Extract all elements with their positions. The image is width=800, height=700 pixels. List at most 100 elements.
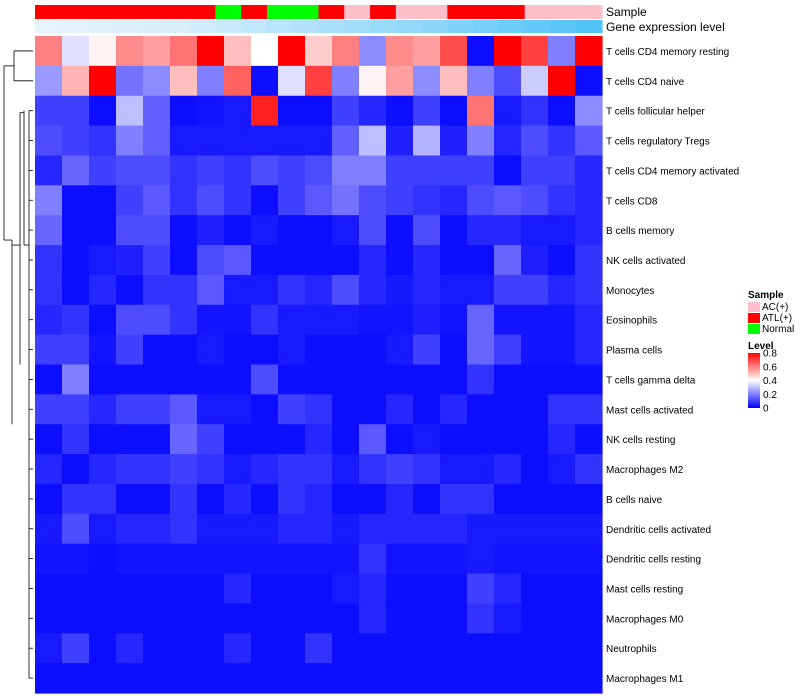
legend-sample-label: ATL(+) [762,313,792,324]
heatmap-cell [89,394,117,425]
heatmap-cell [224,125,252,157]
heatmap-cell [494,364,522,395]
heatmap-cell [170,364,198,395]
heatmap-cell [62,185,90,216]
heatmap-cell [224,633,252,664]
heatmap-cell [359,394,387,425]
heatmap-cell [332,424,360,455]
heatmap-cell [278,543,306,575]
row-label: Mast cells activated [606,405,693,416]
heatmap-cell [386,274,414,306]
heatmap-cell [332,155,360,186]
row-label: Dendritic cells resting [606,555,701,566]
heatmap-cell [305,274,333,306]
heatmap-cell [170,663,198,694]
heatmap-cell [521,65,549,97]
heatmap-cell [386,185,414,216]
heatmap-cell [359,454,387,485]
heatmap-cell [413,274,441,306]
heatmap-cell [116,483,144,515]
heatmap-cell [224,274,252,306]
heatmap-cell [521,603,549,634]
heatmap-cell [386,573,414,605]
heatmap-cell [413,95,441,127]
heatmap-cell [305,304,333,336]
heatmap-cell [116,36,144,67]
heatmap-cell [143,185,171,216]
heatmap-cell [143,215,171,246]
heatmap-cell [278,633,306,664]
heatmap-cell [35,603,63,634]
heatmap-cell [251,603,279,634]
heatmap-cell [143,603,171,634]
heatmap-cell [521,483,549,515]
heatmap-cell [548,513,576,545]
row-label: B cells memory [606,226,674,237]
heatmap-cell [224,394,252,425]
heatmap-cell [467,334,495,366]
annotation-sample-cell [498,5,526,19]
heatmap-cell [197,603,225,634]
heatmap-cell [224,543,252,575]
legend-sample-label: AC(+) [762,302,788,313]
heatmap-cell [575,334,603,366]
row-label: T cells follicular helper [606,107,705,118]
heatmap-cell [305,633,333,664]
heatmap-cell [278,274,306,306]
heatmap-cell [494,603,522,634]
heatmap-cell [521,304,549,336]
heatmap-cell [197,483,225,515]
row-label: Macrophages M2 [606,465,684,476]
heatmap-cell [359,513,387,545]
heatmap-cell [386,424,414,455]
heatmap-cell [305,334,333,366]
heatmap-cell [305,215,333,246]
heatmap-cell [116,125,144,157]
heatmap-cell [305,245,333,276]
heatmap-cell [170,424,198,455]
heatmap-cell [413,663,441,694]
heatmap-cell [197,394,225,425]
heatmap-cell [251,663,279,694]
heatmap-cell [224,304,252,336]
heatmap-cell [143,424,171,455]
annotation-expression-cell [163,20,191,33]
row-dendrogram [3,50,33,679]
annotation-expression-cell [370,20,397,33]
heatmap-cell [467,364,495,395]
heatmap-cell [359,215,387,246]
heatmap-cell [413,245,441,276]
heatmap-cell [251,95,279,127]
heatmap-cell [467,304,495,336]
heatmap-cell [440,483,468,515]
heatmap-cell [170,95,198,127]
heatmap-cell [575,663,603,694]
heatmap-cell [521,394,549,425]
heatmap-cell [575,424,603,455]
heatmap-cell [575,454,603,485]
heatmap-cell [575,185,603,216]
heatmap-cell [494,483,522,515]
heatmap-cell [521,424,549,455]
heatmap-cell [548,543,576,575]
legend-level-tick-label: 0.8 [763,349,777,360]
heatmap-cell [413,155,441,186]
heatmap-cell [548,185,576,216]
heatmap-cell [35,95,63,127]
heatmap-cell [278,304,306,336]
heatmap-cell [386,95,414,127]
heatmap-cell [359,155,387,186]
heatmap-cell [359,663,387,694]
heatmap-cell [116,95,144,127]
heatmap-cell [359,65,387,97]
heatmap-cell [170,573,198,605]
heatmap-cell [548,454,576,485]
heatmap-cell [440,364,468,395]
heatmap-cell [224,215,252,246]
legend-level-tick-label: 0.6 [763,362,777,373]
heatmap-cell [116,543,144,575]
heatmap-cell [278,483,306,515]
heatmap-cell [548,334,576,366]
heatmap-cell [440,36,468,67]
heatmap-cell [332,36,360,67]
